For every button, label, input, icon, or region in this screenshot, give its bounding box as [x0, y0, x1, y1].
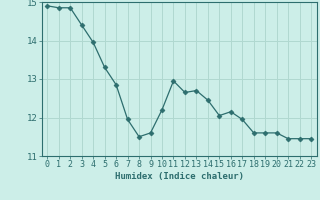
X-axis label: Humidex (Indice chaleur): Humidex (Indice chaleur) — [115, 172, 244, 181]
